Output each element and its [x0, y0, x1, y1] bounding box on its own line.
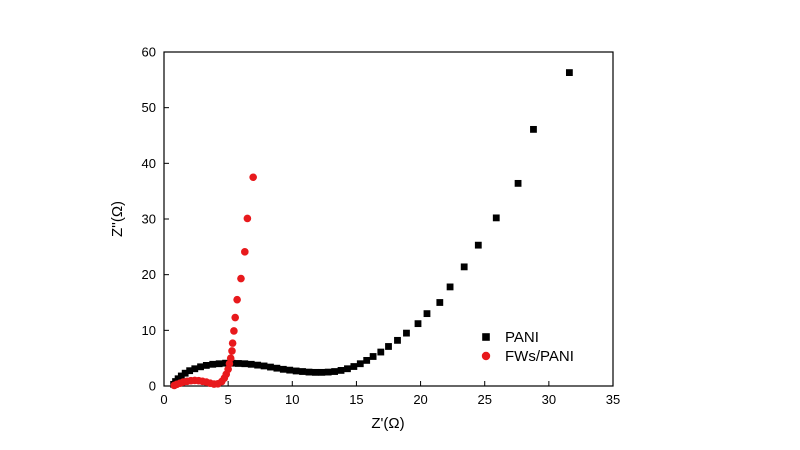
y-tick-label: 40: [142, 156, 156, 171]
data-point-square: [191, 365, 199, 373]
y-tick-label: 50: [142, 100, 156, 115]
data-point-circle: [237, 274, 245, 283]
x-tick-label: 15: [349, 392, 363, 407]
data-point-square: [530, 125, 537, 133]
x-tick-label: 30: [542, 392, 556, 407]
y-axis-ticks: 0 10 20 30 40 50 60: [142, 45, 169, 394]
data-point-square: [344, 365, 351, 373]
data-point-circle: [228, 339, 237, 347]
y-tick-label: 0: [149, 379, 156, 394]
data-point-circle: [243, 214, 252, 223]
data-point-square: [235, 360, 242, 367]
data-point-square: [324, 368, 332, 376]
data-point-circle: [230, 327, 238, 335]
data-point-square: [241, 360, 249, 368]
data-point-square: [279, 365, 287, 373]
data-point-square: [436, 299, 444, 306]
data-point-square: [385, 343, 392, 350]
data-point-square: [202, 362, 210, 369]
data-point-square: [318, 368, 326, 376]
y-axis-label: Z''(Ω): [109, 201, 126, 237]
data-point-square: [514, 179, 522, 187]
data-point-square: [197, 363, 204, 371]
data-point-square: [286, 366, 294, 374]
x-tick-label: 25: [477, 392, 491, 407]
data-point-square: [260, 362, 268, 370]
data-point-circle: [249, 173, 257, 182]
x-tick-label: 35: [606, 392, 620, 407]
data-marks: [170, 69, 573, 390]
data-point-square: [363, 356, 371, 364]
data-point-square: [369, 353, 377, 360]
data-point-square: [403, 329, 410, 337]
data-point-circle: [228, 347, 236, 355]
data-point-square: [350, 363, 358, 370]
legend-symbol-circle: [481, 351, 491, 361]
x-tick-label: 20: [413, 392, 427, 407]
x-tick-label: 5: [225, 392, 232, 407]
data-point-circle: [231, 313, 239, 322]
data-point-square: [394, 336, 401, 344]
data-point-square: [331, 368, 339, 375]
data-point-square: [292, 367, 300, 375]
data-point-square: [414, 320, 422, 328]
data-point-square: [474, 241, 482, 249]
data-point-square: [460, 263, 468, 271]
data-point-square: [254, 361, 262, 369]
data-point-square: [565, 69, 573, 76]
data-point-square: [446, 283, 454, 291]
data-point-square: [222, 359, 229, 367]
x-tick-label: 10: [285, 392, 299, 407]
y-tick-label: 10: [142, 323, 156, 338]
y-tick-label: 60: [142, 45, 156, 60]
data-point-square: [177, 372, 185, 380]
data-point-circle: [233, 295, 241, 304]
x-tick-label: 0: [160, 392, 167, 407]
data-point-square: [337, 367, 345, 374]
data-point-circle: [241, 248, 249, 256]
data-point-square: [356, 360, 364, 368]
data-point-square: [209, 360, 217, 368]
legend-label: PANI: [505, 329, 539, 346]
legend: PANI FWs/PANI: [481, 329, 574, 365]
x-axis-label: Z'(Ω): [371, 415, 404, 432]
data-point-square: [423, 310, 431, 318]
data-point-square: [492, 214, 500, 222]
data-point-square: [247, 360, 255, 368]
data-point-square: [299, 368, 306, 375]
data-point-square: [311, 368, 319, 376]
data-point-square: [186, 367, 194, 375]
data-point-square: [267, 363, 274, 371]
x-axis-ticks: 0 5 10 15 20 25 30 35: [160, 381, 620, 407]
series-pani: [170, 69, 573, 388]
data-point-square: [273, 364, 281, 372]
y-tick-label: 20: [142, 267, 156, 282]
y-tick-label: 30: [142, 212, 156, 227]
data-point-square: [215, 360, 223, 368]
series-fws-pani: [170, 173, 257, 390]
data-point-square: [377, 348, 385, 356]
data-point-circle: [226, 354, 235, 362]
data-point-square: [181, 369, 189, 377]
legend-symbol-square: [482, 333, 490, 341]
legend-label: FWs/PANI: [505, 348, 574, 365]
plot-area-frame: [163, 51, 614, 387]
data-point-square: [305, 368, 313, 376]
